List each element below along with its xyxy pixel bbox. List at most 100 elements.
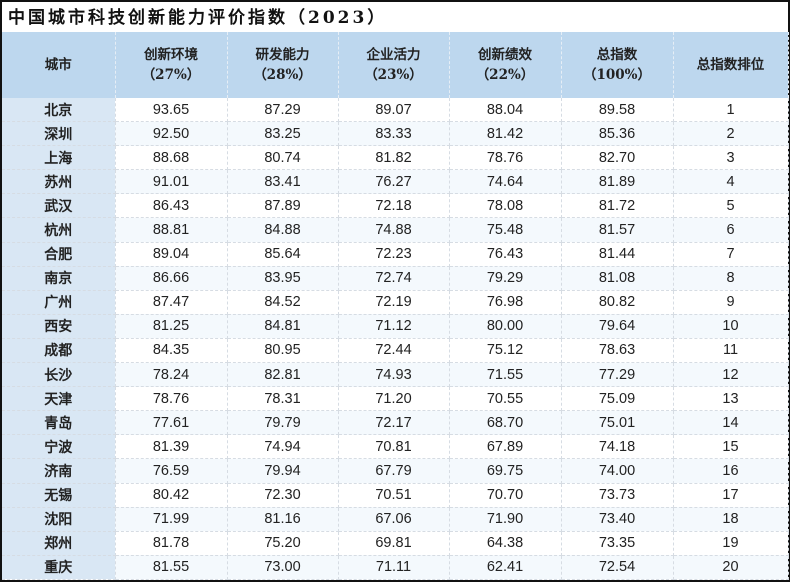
header-weight: （100%） [582,67,651,83]
value-cell: 20 [673,555,789,580]
value-cell: 89.04 [115,242,228,267]
value-cell: 84.81 [227,314,339,339]
table-row: 重庆 81.55 73.00 71.11 62.41 72.54 20 [2,555,789,580]
header-label: 总指数 [596,47,638,63]
value-cell: 87.89 [227,193,339,219]
header-label: 创新环境 [144,47,198,63]
value-cell: 81.25 [115,314,228,339]
value-cell: 78.31 [227,386,339,412]
value-cell: 81.82 [338,145,450,171]
city-cell: 上海 [2,145,116,171]
value-cell: 88.04 [449,98,562,123]
column-header: 总指数 （100%） [561,32,674,98]
value-cell: 77.29 [561,362,674,388]
value-cell: 6 [673,217,789,243]
value-cell: 15 [673,434,789,460]
table-row: 上海 88.68 80.74 81.82 78.76 82.70 3 [2,145,789,171]
value-cell: 81.89 [561,169,674,195]
value-cell: 74.18 [561,434,674,460]
value-cell: 19 [673,531,789,556]
value-cell: 88.68 [115,145,228,171]
table-row: 南京 86.66 83.95 72.74 79.29 81.08 8 [2,266,789,291]
value-cell: 81.16 [227,507,339,532]
value-cell: 2 [673,121,789,147]
value-cell: 93.65 [115,98,228,123]
city-cell: 苏州 [2,169,116,195]
column-header: 城市 [2,32,116,98]
value-cell: 89.07 [338,98,450,123]
value-cell: 69.75 [449,458,562,484]
table-row: 宁波 81.39 74.94 70.81 67.89 74.18 15 [2,434,789,460]
value-cell: 70.81 [338,434,450,460]
city-cell: 广州 [2,290,116,315]
value-cell: 84.88 [227,217,339,243]
city-cell: 沈阳 [2,507,116,532]
header-label: 创新绩效 [478,47,532,63]
value-cell: 72.17 [338,410,450,436]
value-cell: 74.94 [227,434,339,460]
value-cell: 5 [673,193,789,219]
value-cell: 76.27 [338,169,450,195]
table-row: 成都 84.35 80.95 72.44 75.12 78.63 11 [2,338,789,364]
value-cell: 3 [673,145,789,171]
value-cell: 71.20 [338,386,450,412]
value-cell: 67.79 [338,458,450,484]
value-cell: 81.57 [561,217,674,243]
value-cell: 73.00 [227,555,339,580]
city-cell: 济南 [2,458,116,484]
value-cell: 73.35 [561,531,674,556]
value-cell: 86.66 [115,266,228,291]
value-cell: 88.81 [115,217,228,243]
value-cell: 72.18 [338,193,450,219]
header-weight: （23%） [364,67,423,83]
value-cell: 74.64 [449,169,562,195]
header-weight: （28%） [253,67,312,83]
value-cell: 72.74 [338,266,450,291]
value-cell: 76.59 [115,458,228,484]
table-row: 济南 76.59 79.94 67.79 69.75 74.00 16 [2,458,789,484]
table-row: 深圳 92.50 83.25 83.33 81.42 85.36 2 [2,121,789,147]
header-label: 城市 [44,57,72,73]
table-row: 青岛 77.61 79.79 72.17 68.70 75.01 14 [2,410,789,436]
column-header: 总指数排位 [673,32,789,98]
table-row: 天津 78.76 78.31 71.20 70.55 75.09 13 [2,386,789,412]
city-cell: 宁波 [2,434,116,460]
value-cell: 75.01 [561,410,674,436]
value-cell: 72.23 [338,242,450,267]
value-cell: 83.25 [227,121,339,147]
value-cell: 83.95 [227,266,339,291]
value-cell: 62.41 [449,555,562,580]
value-cell: 72.30 [227,483,339,508]
table-row: 郑州 81.78 75.20 69.81 64.38 73.35 19 [2,531,789,556]
city-cell: 青岛 [2,410,116,436]
value-cell: 71.99 [115,507,228,532]
value-cell: 77.61 [115,410,228,436]
value-cell: 91.01 [115,169,228,195]
value-cell: 83.33 [338,121,450,147]
city-cell: 南京 [2,266,116,291]
city-cell: 深圳 [2,121,116,147]
column-header: 企业活力 （23%） [338,32,450,98]
table-title: 中国城市科技创新能力评价指数（2023） [8,8,388,28]
value-cell: 82.70 [561,145,674,171]
value-cell: 92.50 [115,121,228,147]
value-cell: 78.63 [561,338,674,364]
city-cell: 郑州 [2,531,116,556]
value-cell: 75.20 [227,531,339,556]
value-cell: 71.11 [338,555,450,580]
value-cell: 81.78 [115,531,228,556]
value-cell: 85.36 [561,121,674,147]
table-row: 长沙 78.24 82.81 74.93 71.55 77.29 12 [2,362,789,388]
value-cell: 86.43 [115,193,228,219]
value-cell: 64.38 [449,531,562,556]
value-cell: 87.47 [115,290,228,315]
city-cell: 杭州 [2,217,116,243]
header-label: 研发能力 [255,47,310,63]
city-cell: 武汉 [2,193,116,219]
table-row: 广州 87.47 84.52 72.19 76.98 80.82 9 [2,290,789,315]
value-cell: 79.29 [449,266,562,291]
value-cell: 75.09 [561,386,674,412]
header-label: 企业活力 [366,47,421,63]
value-cell: 80.74 [227,145,339,171]
table-row: 合肥 89.04 85.64 72.23 76.43 81.44 7 [2,242,789,267]
